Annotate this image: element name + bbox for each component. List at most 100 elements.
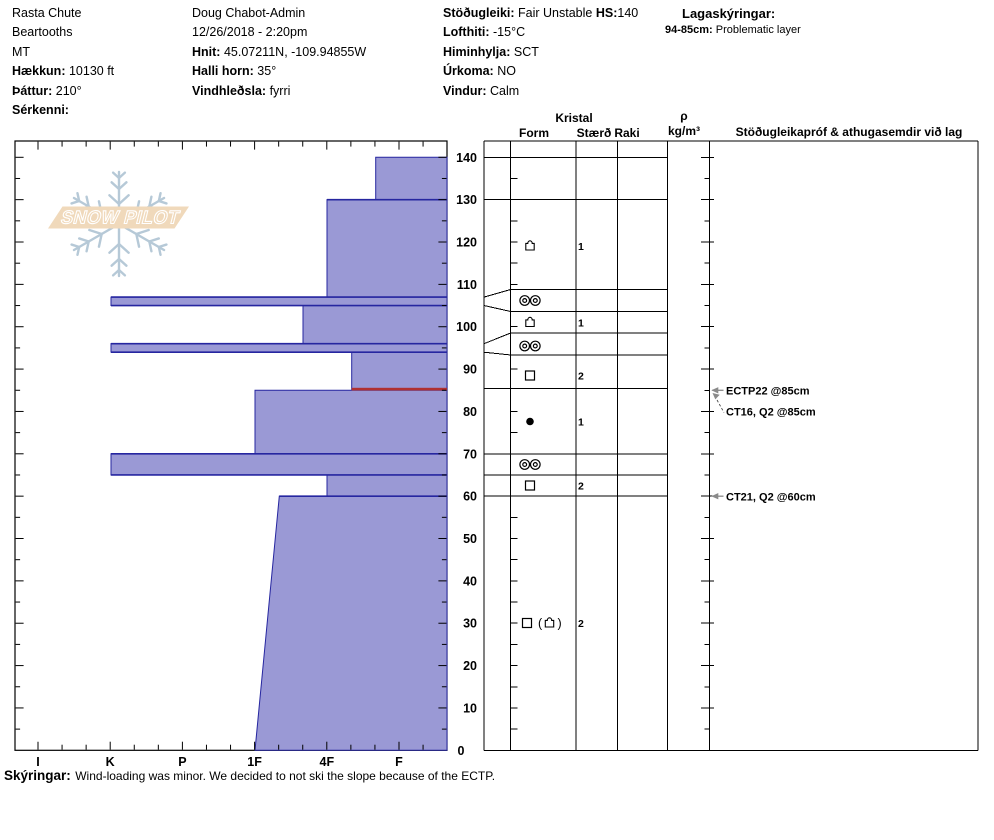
snowflake-branch xyxy=(157,245,162,257)
wind-row: Vindur: Calm xyxy=(443,82,638,101)
observation-datetime: 12/26/2018 - 2:20pm xyxy=(192,25,308,40)
thin-layer-funnel xyxy=(483,305,511,312)
grain-symbol-MFcr-icon xyxy=(522,343,528,349)
depth-axis-label: 120 xyxy=(456,236,477,250)
grain-symbol-MFcr-icon xyxy=(529,459,541,470)
snowflake-branch xyxy=(117,242,130,254)
thin-layer-funnel xyxy=(483,332,511,345)
airtemp-label: Lofthiti: xyxy=(443,25,490,40)
depth-axis-label: 60 xyxy=(463,490,477,504)
annotation-arrowhead-icon xyxy=(711,493,719,500)
snowflake-branch xyxy=(117,257,128,267)
hardness-axis-label: K xyxy=(106,755,115,769)
aspect-value: 210° xyxy=(55,83,82,98)
hardness-axis-label: 4F xyxy=(320,755,335,769)
hardness-bars xyxy=(110,156,448,751)
depth-axis-label: 50 xyxy=(463,532,477,546)
grain-size-value: 1 xyxy=(578,317,584,329)
windloading-value: fyrri xyxy=(269,83,291,98)
coords-row: Hnit: 45.07211N, -109.94855W xyxy=(192,43,366,62)
annotation-arrow xyxy=(714,395,725,413)
snowflake-branch xyxy=(148,195,153,208)
hardness-bar-layer xyxy=(254,389,448,455)
sky-value: SCT xyxy=(513,44,539,59)
precip-label: Úrkoma: xyxy=(443,64,494,79)
pit-region: Beartooths xyxy=(12,25,73,40)
snowflake-branch xyxy=(76,245,81,257)
elevation-value: 10130 ft xyxy=(68,64,115,79)
grain-symbol-MFcr-icon xyxy=(519,340,531,352)
depth-axis-label: 20 xyxy=(463,659,477,673)
annotation-arrowhead-icon xyxy=(712,393,720,400)
grain-symbol-MFcr-icon xyxy=(519,295,531,306)
depth-axis-label: 90 xyxy=(463,363,477,377)
slope-label: Halli horn: xyxy=(192,64,254,79)
comments-footer: Skýringar: Wind-loading was minor. We de… xyxy=(4,767,495,785)
depth-axis-label: 70 xyxy=(463,447,477,461)
depth-axis-label: 140 xyxy=(456,151,477,165)
aspect-row: Þáttur: 210° xyxy=(12,82,114,101)
header-layer-notes-block: Lagaskýringar: 94-85cm: Problematic laye… xyxy=(665,4,801,38)
stability-test-label: CT16, Q2 @85cm xyxy=(726,407,816,419)
grain-symbol-FC-icon xyxy=(521,617,533,629)
stability-value: Fair Unstable xyxy=(518,6,593,20)
column-header-density-units: kg/m³ xyxy=(668,124,700,138)
snowflake-branch xyxy=(157,243,168,249)
problematic-layer-marker xyxy=(351,387,447,391)
snowflake-branch xyxy=(77,237,90,243)
layer-notes-title: Lagaskýringar: xyxy=(682,6,776,21)
airtemp-value: -15°C xyxy=(493,25,526,40)
hardness-bar-layer xyxy=(326,199,448,298)
grain-symbol-MFcr-icon xyxy=(532,298,538,304)
snowflake-branch xyxy=(88,228,103,236)
depth-axis-label: 110 xyxy=(457,278,477,292)
thin-layer-funnel xyxy=(483,289,511,298)
windloading-label: Vindhleðsla: xyxy=(192,83,267,98)
hs-label: HS: xyxy=(595,6,618,20)
snowflake-branch xyxy=(108,194,121,206)
hardness-axis-label: I xyxy=(36,755,39,769)
snowflake-branch xyxy=(110,257,121,267)
snowflake-branch xyxy=(108,242,121,254)
grain-table-grid xyxy=(483,140,979,751)
hs-value: 140 xyxy=(617,6,639,20)
slope-value: 35° xyxy=(257,64,277,79)
snowflake-branch xyxy=(76,191,81,203)
comments-text: Wind-loading was minor. We decided to no… xyxy=(75,769,496,783)
special-row: Sérkenni: xyxy=(12,101,114,120)
depth-axis-label: 100 xyxy=(456,320,477,334)
hardness-bar-layer xyxy=(254,495,448,751)
grain-symbol-MFcr-icon xyxy=(529,340,541,352)
depth-axis-label: 130 xyxy=(456,193,477,207)
comments-label: Skýringar: xyxy=(4,768,71,783)
depth-axis-label: 0 xyxy=(458,744,465,758)
grain-symbol-DF-icon xyxy=(544,617,555,628)
column-header-stability-tests: Stöðugleikapróf & athugasemdir við lag xyxy=(736,125,963,139)
thin-layer-funnel xyxy=(483,351,511,356)
grain-size-value: 1 xyxy=(578,416,584,428)
header-location-block: Rasta Chute Beartooths MT Hækkun: 10130 … xyxy=(12,4,114,120)
pit-name: Rasta Chute xyxy=(12,6,82,20)
coords-label: Hnit: xyxy=(192,44,221,59)
header-observer-block: Doug Chabot-Admin 12/26/2018 - 2:20pm Hn… xyxy=(192,4,366,101)
snowflake-branch xyxy=(70,199,81,205)
hardness-axis-label: F xyxy=(395,755,403,769)
grain-symbol-MFcr-icon xyxy=(522,462,528,468)
stability-test-label: ECTP22 @85cm xyxy=(726,386,810,398)
snowflake-branch xyxy=(117,181,128,191)
grain-symbol-paren: ) xyxy=(558,617,562,631)
snowflake-branch xyxy=(111,268,121,277)
hardness-axis-label: 1F xyxy=(247,755,262,769)
stability-test-annotations: ECTP22 @85cm CT16, Q2 @85cm CT21, Q2 @60cm xyxy=(711,386,816,503)
grain-size-value: 1 xyxy=(578,241,584,253)
grain-symbol-paren: ( xyxy=(538,617,543,631)
hardness-bar-layer xyxy=(302,305,448,345)
hardness-bar-layer xyxy=(110,296,448,307)
column-header: Raki xyxy=(614,126,639,140)
wind-value: Calm xyxy=(490,83,520,98)
grain-size-value: 2 xyxy=(578,480,584,492)
observer-name: Doug Chabot-Admin xyxy=(192,6,306,20)
column-header: Form xyxy=(519,126,549,140)
snowflake-branch xyxy=(111,171,121,180)
